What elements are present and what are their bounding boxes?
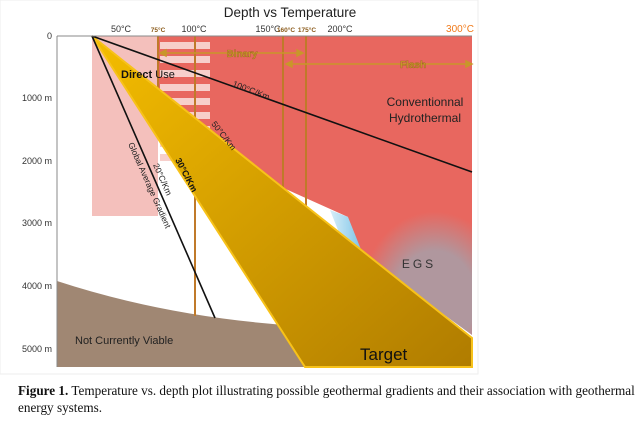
depth-tick: 2000 m <box>22 156 52 166</box>
temp-tick: 300°C <box>446 24 474 35</box>
temp-tick: 200°C <box>327 24 353 34</box>
depth-tick: 1000 m <box>22 93 52 103</box>
temp-tick: 175°C <box>298 26 316 34</box>
transition-region <box>330 210 362 252</box>
temp-tick: 75°C <box>151 26 166 34</box>
caption-label: Figure 1. <box>18 383 69 398</box>
depth-tick: 4000 m <box>22 281 52 291</box>
depth-tick-labels: 0 1000 m 2000 m 3000 m 4000 m 5000 m <box>22 31 52 354</box>
gradient-20-line <box>91 35 216 319</box>
temperature-tick-labels: 50°C 75°C 100°C 150°C 160°C 175°C 200°C … <box>111 24 474 35</box>
temp-tick: 50°C <box>111 24 132 34</box>
temp-tick: 160°C <box>277 26 295 34</box>
binary-label: Binary <box>226 49 258 60</box>
binary-arrow <box>158 48 305 58</box>
gradient-100-line <box>91 35 473 173</box>
flash-label: Flash <box>400 60 426 71</box>
egs-region <box>348 190 472 335</box>
target-wedge <box>91 35 473 368</box>
figure-title: Depth vs Temperature <box>224 5 357 20</box>
flash-arrow <box>284 59 474 69</box>
depth-tick: 3000 m <box>22 218 52 228</box>
temp-tick: 100°C <box>181 24 207 34</box>
temp-tick: 150°C <box>255 24 281 34</box>
depth-tick: 5000 m <box>22 344 52 354</box>
depth-vs-temperature-figure: Depth vs Temperature 0 1000 m 2000 m 300… <box>0 0 479 375</box>
not-viable-label: Not Currently Viable <box>75 335 173 347</box>
direct-use-label: Direct Use <box>121 69 175 81</box>
egs-label: EGS <box>402 257 436 271</box>
figure-caption: Figure 1. Temperature vs. depth plot ill… <box>18 382 638 416</box>
caption-text: Temperature vs. depth plot illustrating … <box>18 383 635 415</box>
depth-tick: 0 <box>47 31 52 41</box>
conventional-label-2: Hydrothermal <box>389 111 461 125</box>
conventional-label-1: Conventionnal <box>387 95 464 109</box>
target-label: Target <box>360 345 408 364</box>
not-viable-region <box>57 281 310 367</box>
